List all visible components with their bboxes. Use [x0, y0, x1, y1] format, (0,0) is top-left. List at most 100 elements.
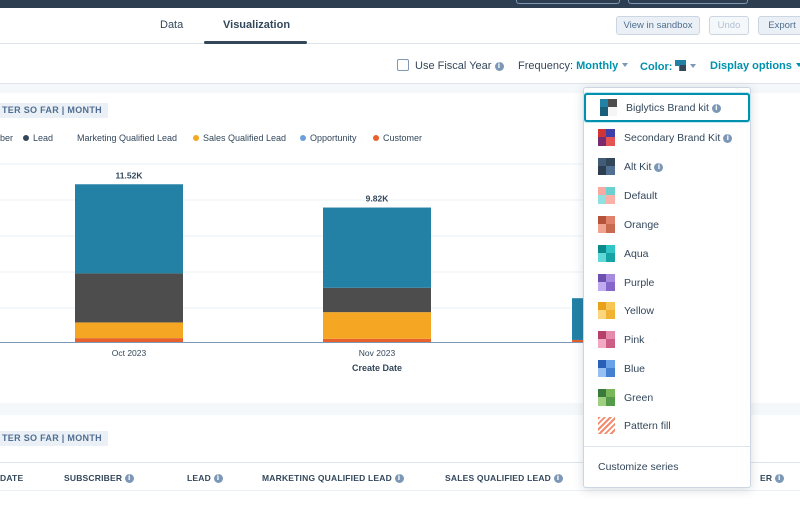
- color-label: Color:: [640, 61, 673, 73]
- table-header-sql[interactable]: SALES QUALIFIED LEAD i: [445, 473, 563, 483]
- bar-segment[interactable]: [75, 338, 183, 342]
- color-palette-option[interactable]: Orange: [584, 210, 750, 239]
- table-header-subscriber[interactable]: SUBSCRIBER i: [64, 473, 134, 483]
- view-in-sandbox-button[interactable]: View in sandbox: [616, 16, 700, 35]
- frequency-value[interactable]: Monthly: [576, 60, 619, 72]
- color-palette-option[interactable]: Aqua: [584, 239, 750, 268]
- bar-segment[interactable]: [323, 312, 431, 339]
- legend-label: Opportunity: [310, 133, 357, 143]
- palette-swatch-icon: [598, 389, 615, 406]
- global-nav-pill[interactable]: [516, 0, 620, 4]
- info-icon[interactable]: i: [723, 133, 733, 143]
- palette-name: Default: [624, 189, 658, 202]
- bar-segment[interactable]: [75, 184, 183, 274]
- customize-series-option[interactable]: Customize series: [598, 461, 679, 473]
- bar-total-label: 11.52K: [116, 170, 144, 180]
- palette-swatch-icon: [598, 331, 615, 348]
- color-palette-option[interactable]: Alt Kit i: [584, 152, 750, 181]
- chevron-down-icon: [795, 63, 800, 67]
- global-nav-pill[interactable]: [628, 0, 748, 4]
- legend-label: Customer: [383, 133, 423, 143]
- info-icon[interactable]: i: [394, 474, 404, 483]
- color-dropdown-toggle[interactable]: Color:: [640, 60, 697, 73]
- palette-name: Aqua: [624, 247, 649, 260]
- info-icon[interactable]: i: [124, 474, 134, 483]
- tab-data[interactable]: Data: [160, 19, 184, 31]
- bar-segment[interactable]: [75, 273, 183, 323]
- color-palette-option-label: Blue: [624, 363, 645, 375]
- legend-item[interactable]: Customer: [373, 133, 422, 143]
- display-options-label[interactable]: Display options: [710, 60, 792, 72]
- display-options-dropdown[interactable]: Display options: [710, 60, 800, 72]
- color-palette-option[interactable]: Purple: [584, 268, 750, 297]
- info-icon[interactable]: i: [774, 474, 784, 483]
- palette-name: Orange: [624, 218, 660, 231]
- info-icon[interactable]: i: [213, 474, 223, 483]
- table-header-lead[interactable]: LEAD i: [187, 473, 223, 483]
- visualization-options-bar: Use Fiscal Year i Frequency: Monthly Col…: [0, 44, 800, 84]
- table-header-mql[interactable]: MARKETING QUALIFIED LEAD i: [262, 473, 404, 483]
- brand-kit-swatch-icon: [675, 60, 687, 71]
- palette-swatch-icon: [598, 302, 615, 319]
- palette-name: Purple: [624, 276, 655, 289]
- bar-segment[interactable]: [323, 207, 431, 288]
- info-icon[interactable]: i: [494, 62, 504, 71]
- info-icon[interactable]: i: [553, 474, 563, 483]
- palette-swatch-icon: [598, 216, 615, 233]
- legend-item[interactable]: Marketing Qualified Lead: [77, 133, 177, 143]
- palette-name: Biglytics Brand kit: [626, 101, 709, 114]
- color-palette-option[interactable]: Default: [584, 181, 750, 210]
- bar-segment[interactable]: [75, 322, 183, 339]
- global-nav-bar: [0, 0, 800, 8]
- color-palette-option-label: Pink: [624, 334, 644, 346]
- color-palette-option[interactable]: Pink: [584, 325, 750, 354]
- export-button[interactable]: Export: [758, 16, 800, 35]
- bar-segment[interactable]: [323, 338, 431, 342]
- color-palette-option[interactable]: Yellow: [584, 296, 750, 325]
- legend-item[interactable]: Sales Qualified Lead: [193, 133, 286, 143]
- palette-name: Green: [624, 391, 654, 404]
- palette-name: Alt Kit: [624, 160, 652, 173]
- column-label: SALES QUALIFIED LEAD: [445, 473, 552, 483]
- color-palette-option[interactable]: Biglytics Brand kit i: [584, 93, 750, 122]
- palette-swatch-icon: [598, 360, 615, 377]
- legend-label: Marketing Qualified Lead: [77, 133, 178, 143]
- color-palette-option[interactable]: Green: [584, 383, 750, 412]
- color-palette-option[interactable]: Blue: [584, 354, 750, 383]
- color-palette-option-label: Pattern fill: [624, 420, 671, 432]
- legend-item[interactable]: Lead: [23, 133, 53, 143]
- bar-segment[interactable]: [323, 287, 431, 313]
- legend-item[interactable]: ber: [0, 133, 13, 143]
- palette-swatch-icon: [598, 245, 615, 262]
- table-header-customer[interactable]: ER i: [760, 473, 784, 483]
- table-header-date[interactable]: DATE: [0, 473, 23, 483]
- info-icon[interactable]: i: [654, 162, 664, 172]
- use-fiscal-year-label: Use Fiscal Year i: [415, 60, 504, 72]
- legend-dot-icon: [300, 135, 306, 141]
- chart-date-range-badge: TER SO FAR | MONTH: [0, 103, 108, 118]
- color-palette-option[interactable]: Pattern fill: [584, 411, 750, 440]
- color-palette-option-label: Default: [624, 190, 657, 202]
- color-palette-option[interactable]: Secondary Brand Kit i: [584, 123, 750, 152]
- column-label: MARKETING QUALIFIED LEAD: [262, 473, 392, 483]
- bar-total-label: 9.82K: [366, 194, 390, 204]
- legend-label: Lead: [33, 133, 54, 143]
- undo-button[interactable]: Undo: [709, 16, 749, 35]
- legend-item[interactable]: Opportunity: [300, 133, 357, 143]
- palette-swatch-icon: [598, 158, 615, 175]
- info-icon[interactable]: i: [711, 103, 721, 113]
- column-label: DATE: [0, 473, 24, 483]
- color-palette-option-label: Purple: [624, 277, 654, 289]
- use-fiscal-year-checkbox[interactable]: [397, 59, 409, 71]
- frequency-dropdown[interactable]: Frequency: Monthly: [518, 60, 629, 72]
- palette-name: Secondary Brand Kit: [624, 131, 721, 144]
- column-label: SUBSCRIBER: [64, 473, 123, 483]
- table-date-range-badge: TER SO FAR | MONTH: [0, 431, 108, 446]
- color-palette-option-label: Orange: [624, 219, 659, 231]
- palette-name: Pattern fill: [624, 419, 671, 432]
- palette-name: Yellow: [624, 304, 654, 317]
- palette-name: Blue: [624, 362, 646, 375]
- tab-visualization[interactable]: Visualization: [223, 19, 291, 31]
- color-palette-option-label: Secondary Brand Kit i: [624, 131, 733, 144]
- legend-dot-icon: [373, 135, 379, 141]
